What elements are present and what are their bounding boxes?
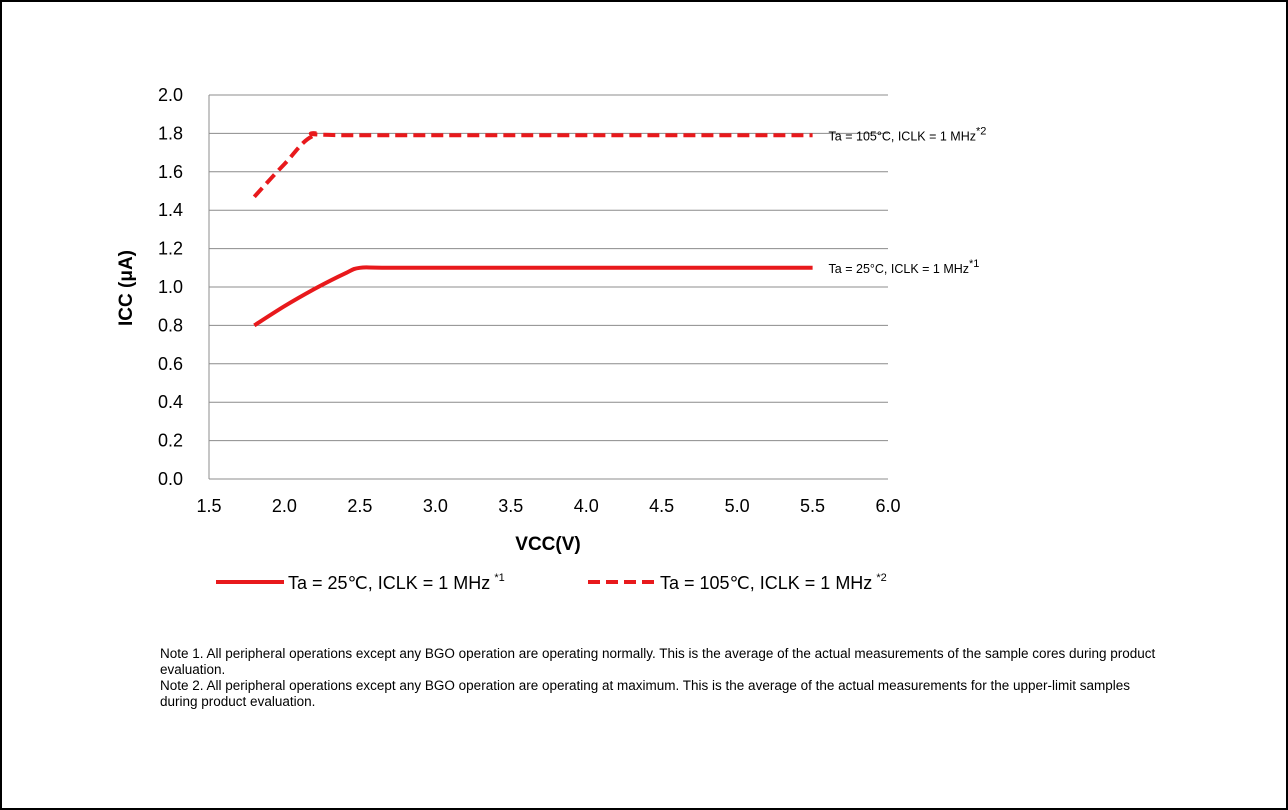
- x-tick-label: 4.5: [649, 496, 674, 516]
- x-tick-labels: 1.5 2.0 2.5 3.0 3.5 4.0 4.5 5.0 5.5 6.0: [196, 496, 900, 516]
- x-tick-label: 5.0: [725, 496, 750, 516]
- y-tick-label: 2.0: [158, 85, 183, 105]
- series-end-labels: Ta = 25°C, ICLK = 1 MHz*1 Ta = 105°C, ICL…: [829, 125, 987, 275]
- series-end-label-2: Ta = 105°C, ICLK = 1 MHz*2: [829, 125, 987, 143]
- y-tick-label: 1.8: [158, 123, 183, 143]
- x-tick-label: 2.0: [272, 496, 297, 516]
- x-tick-label: 6.0: [875, 496, 900, 516]
- axes: [208, 95, 888, 480]
- x-tick-label: 5.5: [800, 496, 825, 516]
- x-tick-label: 4.0: [574, 496, 599, 516]
- series-end-label-1: Ta = 25°C, ICLK = 1 MHz*1: [829, 258, 980, 276]
- x-tick-label: 3.5: [498, 496, 523, 516]
- series-line-2: [252, 131, 813, 199]
- grid-lines: [209, 94, 888, 442]
- y-tick-label: 0.0: [158, 469, 183, 489]
- footnotes: Note 1. All peripheral operations except…: [160, 646, 1170, 710]
- y-tick-labels: 2.0 1.8 1.6 1.4 1.2 1.0 0.8 0.6 0.4 0.2 0.0: [158, 85, 183, 489]
- series-line-1: [253, 265, 813, 328]
- x-tick-label: 3.0: [423, 496, 448, 516]
- y-tick-label: 0.8: [158, 315, 183, 335]
- x-tick-label: 2.5: [347, 496, 372, 516]
- y-axis-title: ICC (μA): [116, 250, 137, 326]
- legend-label-series-2: Ta = 105℃, ICLK = 1 MHz *2: [660, 572, 887, 593]
- y-tick-label: 0.6: [158, 354, 183, 374]
- note-2: Note 2. All peripheral operations except…: [160, 678, 1130, 709]
- y-tick-label: 0.4: [158, 392, 183, 412]
- y-tick-label: 1.0: [158, 277, 183, 297]
- x-axis-title: VCC(V): [515, 534, 580, 555]
- series-lines: [252, 131, 813, 328]
- x-tick-label: 1.5: [196, 496, 221, 516]
- y-tick-label: 1.2: [158, 239, 183, 259]
- y-tick-label: 0.2: [158, 431, 183, 451]
- legend-label-series-1: Ta = 25℃, ICLK = 1 MHz *1: [288, 572, 505, 593]
- y-tick-label: 1.6: [158, 162, 183, 182]
- note-1: Note 1. All peripheral operations except…: [160, 646, 1156, 677]
- y-tick-label: 1.4: [158, 200, 183, 220]
- legend: Ta = 25℃, ICLK = 1 MHz *1 Ta = 105℃, ICLK…: [216, 572, 887, 593]
